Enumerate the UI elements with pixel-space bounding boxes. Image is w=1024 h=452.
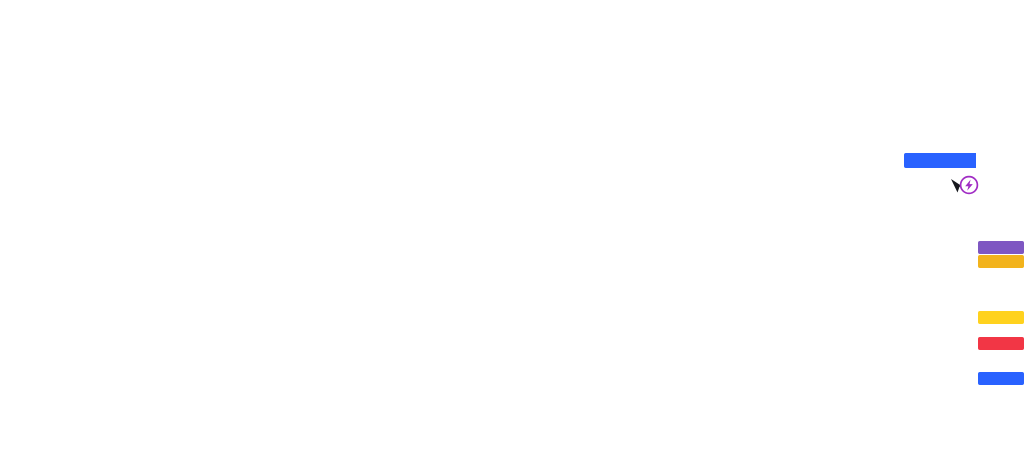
instant-order-lightning-icon[interactable] [948,172,982,200]
symbol-price-label-badge [904,153,976,168]
mvrv-pane[interactable] [0,290,977,391]
footer-bar [0,413,1024,452]
mvrv-low-badge [978,337,1024,350]
rsi-value-badge [978,241,1024,254]
rsi-ma-value-badge [978,255,1024,268]
rsi-pane[interactable] [0,194,977,289]
main-price-pane[interactable] [0,0,977,193]
cursor-icon [951,179,966,193]
mvrv-value-badge [978,372,1024,385]
mvrv-band-badge [978,311,1024,324]
